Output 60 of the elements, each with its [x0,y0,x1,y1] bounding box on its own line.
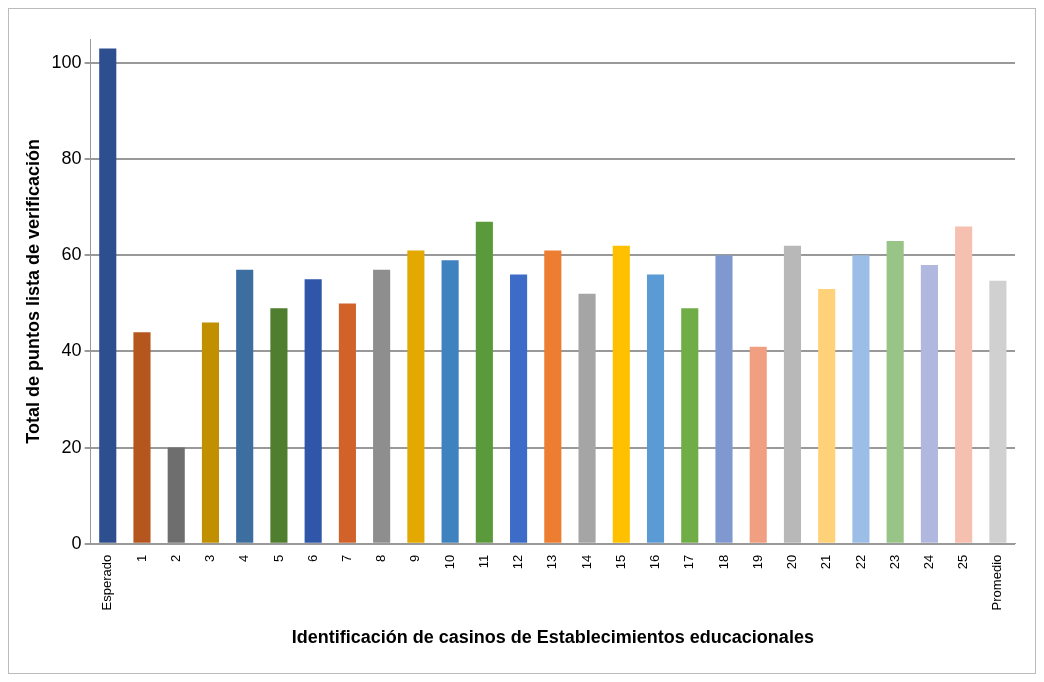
bar [270,308,288,543]
y-tick-label: 80 [61,148,82,169]
x-tick-label: 13 [544,554,560,570]
x-tick-label: Promedio [989,554,1005,611]
x-tick-label: 22 [852,554,868,570]
x-tick-label: 19 [749,554,765,570]
x-tick-label: 3 [202,554,218,562]
bar [338,303,356,543]
x-tick-label: Esperado [99,554,115,611]
y-tick-label: 0 [71,532,82,553]
x-axis-title: Identificación de casinos de Establecimientos educacionales [291,627,814,648]
x-tick-label: 24 [920,554,936,570]
bar [852,255,870,543]
bar [441,260,459,543]
bar [955,226,973,543]
x-tick-label: 1 [133,554,149,562]
bar [510,274,528,543]
bar [133,332,151,543]
bar [612,245,630,543]
bar [236,269,254,543]
bar [681,308,699,543]
bar [201,322,220,543]
x-tick-label: 11 [475,554,491,569]
bar [475,221,493,543]
x-tick-label: 16 [647,554,663,570]
bar [407,250,425,543]
bar [818,288,836,543]
y-tick-label: 100 [51,52,82,72]
x-tick-label: 23 [886,554,902,570]
bar [646,274,665,543]
bar [783,245,802,543]
bar [886,240,904,543]
x-tick-label: 21 [818,554,834,570]
x-tick-label: 14 [578,554,594,570]
x-tick-label: 9 [407,554,423,562]
x-tick-label: 2 [167,554,183,562]
x-tick-label: 25 [955,554,971,570]
x-tick-label: 17 [681,554,697,570]
x-tick-label: 10 [441,554,457,570]
x-tick-label: 15 [612,554,628,570]
bar [167,447,185,543]
bar [989,280,1007,543]
x-tick-label: 4 [236,554,252,562]
y-tick-label: 60 [61,244,82,265]
x-tick-label: 5 [270,554,286,562]
x-tick-label: 12 [510,554,526,570]
y-tick-label: 20 [61,436,82,457]
x-tick-label: 6 [304,554,320,562]
bar [749,346,767,543]
bar [99,48,117,543]
y-tick-label: 40 [61,340,82,361]
x-tick-label: 7 [338,554,354,562]
bar [920,264,938,543]
bar [715,255,733,543]
x-tick-label: 18 [715,554,731,570]
bar [544,250,562,543]
x-tick-label: 8 [373,554,389,562]
x-tick-label: 20 [784,554,800,570]
bar [304,279,322,543]
y-axis-title: Total de puntos lista de verificación [22,139,43,444]
